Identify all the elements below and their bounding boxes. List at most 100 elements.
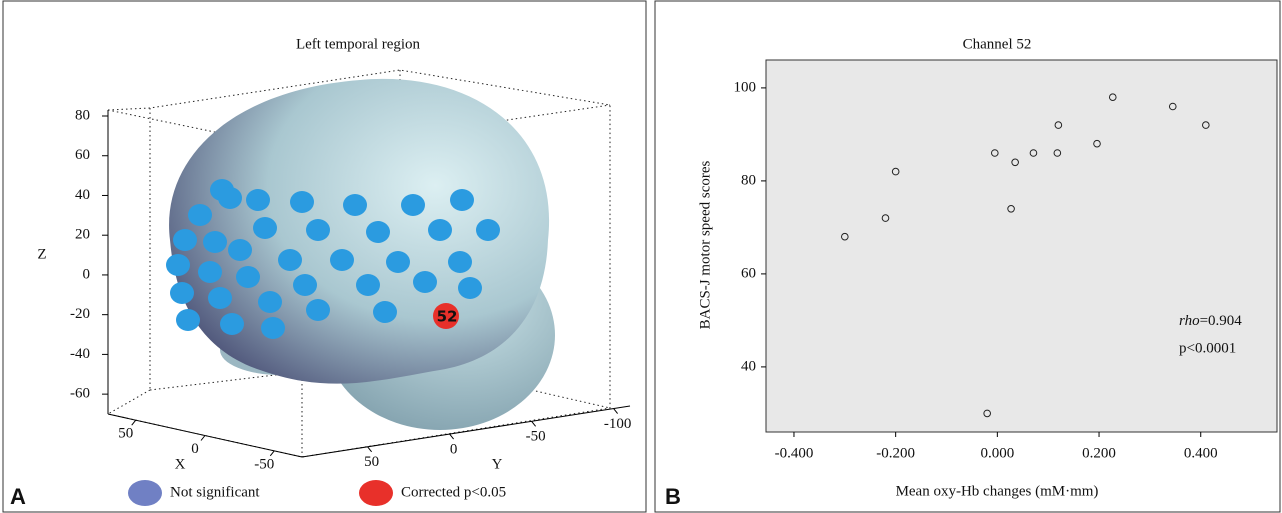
channel-dot: [166, 254, 190, 276]
channel-dot: [170, 282, 194, 304]
channel-dot: [278, 249, 302, 271]
channel-dot: [228, 239, 252, 261]
legend-swatch: [359, 480, 393, 506]
y-tick: [367, 446, 372, 453]
channel-dot: [373, 301, 397, 323]
y-tick: [531, 420, 536, 427]
channel-dot: [220, 313, 244, 335]
z-tick-label: -60: [70, 386, 90, 402]
y-tick-label: 100: [734, 79, 757, 95]
point: [1029, 149, 1038, 157]
point: [1168, 102, 1177, 111]
z-tick-label: -20: [70, 306, 90, 322]
channel-dot: [413, 271, 437, 293]
point: [1202, 121, 1210, 129]
x-tick: [131, 419, 137, 426]
channel-dot: [448, 251, 472, 273]
brain: [169, 78, 555, 430]
x-tick-label: 50: [118, 426, 133, 442]
channel-dot: [386, 251, 410, 273]
annotation: =0.904: [1200, 313, 1243, 329]
point: [841, 232, 849, 241]
z-tick-label: 80: [75, 107, 90, 123]
y-tick: [449, 433, 454, 440]
point: [1108, 93, 1117, 101]
chart-title: Left temporal region: [296, 36, 421, 52]
x-axis-label: X: [175, 456, 186, 472]
x-tick: [269, 450, 275, 457]
y-tick-label: 80: [741, 172, 756, 188]
plot-area: [765, 59, 1278, 433]
point: [983, 409, 991, 418]
y-axis-label: Y: [492, 456, 503, 472]
channel-dot: [261, 317, 285, 339]
x-tick-label: -50: [254, 456, 274, 472]
y-tick-label: -50: [526, 429, 546, 445]
channel-dot: [356, 274, 380, 296]
channel-label: 52: [437, 308, 458, 326]
point: [891, 167, 900, 176]
channel-dot: [476, 219, 500, 241]
point: [881, 214, 890, 222]
z-tick-label: 60: [75, 147, 90, 163]
y-tick-label: 0: [450, 441, 458, 457]
channel-dot: [450, 189, 474, 211]
legend-label: Corrected p<0.05: [401, 484, 506, 500]
annotation: rho: [1179, 313, 1200, 329]
y-axis-label: BACS-J motor speed scores: [697, 160, 713, 329]
panel-label: A: [10, 484, 26, 509]
channel-dot-significant: [433, 303, 459, 329]
channel-dot: [428, 219, 452, 241]
annotation: p<0.0001: [1179, 340, 1236, 356]
channel-dot: [330, 249, 354, 271]
channel-dot: [306, 299, 330, 321]
channel-dot: [366, 221, 390, 243]
point: [1093, 139, 1101, 148]
y-tick-label: 50: [364, 454, 379, 470]
z-tick-label: 20: [75, 227, 90, 243]
channel-dot: [401, 194, 425, 216]
x-tick: [200, 435, 206, 441]
x-tick-label: 0.400: [1184, 445, 1218, 461]
y-tick-label: -100: [604, 416, 632, 432]
x-tick-label: -0.400: [775, 445, 814, 461]
channel-dot: [246, 189, 270, 211]
channel-dot: [203, 231, 227, 253]
x-tick-label: -0.200: [876, 445, 915, 461]
channel-dot: [306, 219, 330, 241]
panel-frame: [654, 0, 1281, 513]
point: [1007, 205, 1015, 213]
channel-dot: [218, 187, 242, 209]
annotation: rho=0.904: [1179, 313, 1242, 329]
channel-dot: [173, 229, 197, 251]
x-tick-label: 0.000: [980, 445, 1014, 461]
x-tick-label: 0: [191, 441, 199, 457]
channel-dot: [236, 266, 260, 288]
channel-dot: [343, 194, 367, 216]
x-axis-label: Mean oxy-Hb changes (mM·mm): [896, 483, 1099, 499]
y-tick-label: 40: [741, 358, 756, 374]
y-tick-label: 60: [741, 265, 756, 281]
point: [1011, 158, 1019, 167]
channel-dot: [208, 287, 232, 309]
point: [1053, 149, 1062, 157]
channel-dot: [188, 204, 212, 226]
channel-dot: [290, 191, 314, 213]
legend-swatch: [128, 480, 162, 506]
channel-dot: [253, 217, 277, 239]
y-tick: [613, 408, 618, 414]
z-axis-label: Z: [37, 246, 46, 262]
channel-dot: [198, 261, 222, 283]
panel-frame: [2, 0, 647, 513]
chart-title: Channel 52: [963, 36, 1032, 52]
z-tick-label: 0: [83, 266, 91, 282]
point: [991, 149, 999, 157]
x-tick-label: 0.200: [1082, 445, 1116, 461]
channel-dot: [176, 309, 200, 331]
channel-dot: [458, 277, 482, 299]
channel-dot: [258, 291, 282, 313]
point: [1054, 121, 1063, 129]
panel-label: B: [665, 484, 681, 509]
legend-label: Not significant: [170, 484, 260, 500]
